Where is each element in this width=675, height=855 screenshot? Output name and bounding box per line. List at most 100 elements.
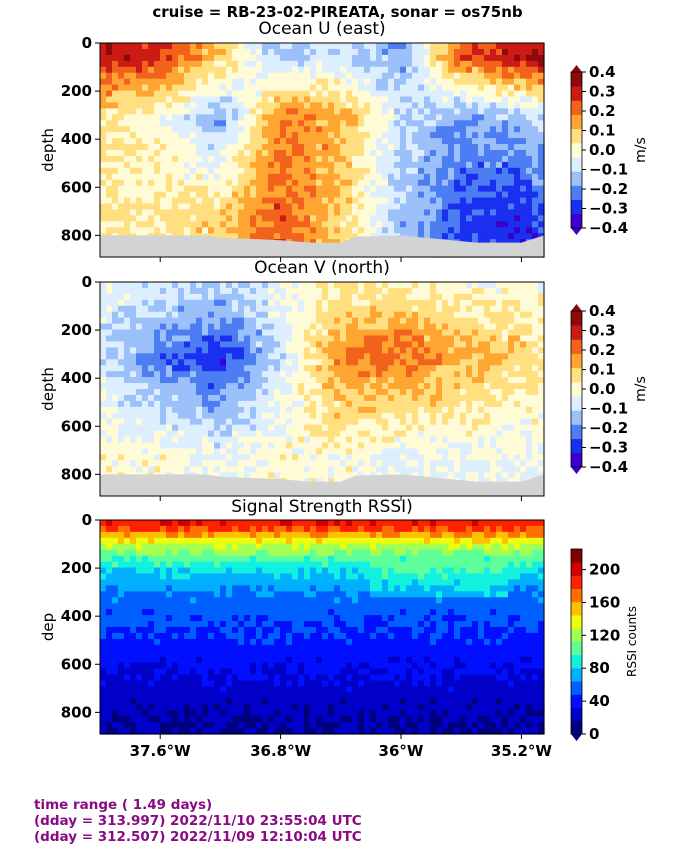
y-axis-label: depth: [39, 128, 57, 172]
footer-line-start: (dday = 312.507) 2022/11/09 12:10:04 UTC: [34, 829, 362, 845]
axes-frame: [99, 42, 545, 258]
colorbar-swatch: [571, 381, 582, 397]
colorbar-tick-label: −0.1: [589, 161, 628, 179]
y-tick-label: 200: [61, 82, 92, 100]
colorbar-tick-label: −0.4: [589, 219, 628, 237]
colorbar-swatch: [571, 575, 582, 590]
colorbar-tick-label: 160: [589, 593, 620, 611]
colorbar-swatch: [571, 396, 582, 411]
y-tick-label: 200: [61, 559, 92, 577]
colorbar-tick-label: 0.3: [589, 322, 616, 340]
colorbar-swatch: [571, 562, 582, 576]
colorbar-swatch: [571, 694, 582, 708]
colorbar-swatch: [571, 311, 582, 326]
colorbar-tick-label: 0.1: [589, 361, 616, 379]
colorbar-swatch: [571, 353, 582, 369]
footer-line-range: time range ( 1.49 days): [34, 797, 213, 813]
colorbar-label: RSSI counts: [625, 606, 639, 677]
colorbar-swatch: [571, 424, 582, 440]
colorbar-swatch: [571, 720, 582, 735]
colorbar-extend-max: [571, 304, 582, 311]
colorbar-swatch: [571, 549, 582, 563]
colorbar-swatch: [571, 114, 582, 130]
colorbar-extend-min: [571, 467, 582, 474]
colorbar-tick-label: 120: [589, 626, 620, 644]
colorbar-swatch: [571, 452, 582, 468]
colorbar-swatch: [571, 367, 582, 383]
y-tick-label: 800: [61, 226, 92, 244]
colorbar-swatch: [571, 681, 582, 695]
y-tick-label: 200: [61, 321, 92, 339]
time-range-footer: time range ( 1.49 days) (dday = 313.997)…: [34, 797, 362, 845]
colorbar-swatch: [571, 339, 582, 354]
colorbar-tick-label: 80: [589, 659, 610, 677]
y-tick-label: 400: [61, 607, 92, 625]
heatmap-cells: [100, 43, 545, 258]
colorbar-tick-label: 0: [589, 725, 599, 743]
colorbar-swatch: [571, 100, 582, 115]
colorbar: 0.4 0.30.2 0.10.0 −0.1−0.2 −0.3−0.4 m/s: [570, 302, 649, 476]
axes-frame: [99, 281, 545, 497]
colorbar-swatch: [571, 601, 582, 616]
colorbar-swatch: [571, 628, 582, 642]
colorbar-swatch: [571, 86, 582, 101]
colorbar-label: m/s: [633, 376, 649, 402]
colorbar-extend-max: [571, 65, 582, 72]
colorbar-extend-min: [571, 734, 582, 741]
colorbar-swatch: [571, 213, 582, 229]
panel-title-v: Ocean V (north): [254, 258, 390, 278]
colorbar-swatch: [571, 157, 582, 172]
colorbar-tick-label: 0.3: [589, 83, 616, 101]
colorbar-tick-label: 0.1: [589, 122, 616, 140]
colorbar-tick-label: 0.4: [589, 302, 616, 320]
panel-title-u: Ocean U (east): [258, 19, 386, 39]
colorbar-swatch: [571, 438, 582, 454]
colorbar-tick-label: 0.0: [589, 380, 616, 398]
panel-title-rssi: Signal Strength RSSI): [231, 497, 413, 517]
y-tick-label: 600: [61, 655, 92, 673]
colorbar-tick-label: −0.1: [589, 400, 628, 418]
colorbar-swatch: [571, 199, 582, 215]
colorbar-swatch: [571, 128, 582, 144]
colorbar-extend-min: [571, 228, 582, 235]
colorbar-tick-label: −0.2: [589, 180, 628, 198]
y-tick-label: 600: [61, 178, 92, 196]
colorbar-tick-label: 0.0: [589, 141, 616, 159]
colorbar: 200 160 120 80 40 0 RSSI counts: [570, 548, 639, 743]
x-tick-label: 35.2°W: [491, 742, 553, 760]
colorbar-swatch: [571, 615, 582, 629]
colorbar-tick-label: −0.4: [589, 458, 628, 476]
colorbar-swatch: [571, 641, 582, 656]
y-axis-label: depth: [39, 367, 57, 411]
colorbar-tick-label: 0.2: [589, 102, 616, 120]
y-tick-label: 400: [61, 369, 92, 387]
colorbar-tick-label: 40: [589, 692, 610, 710]
colorbar-swatch: [571, 171, 582, 186]
colorbar-tick-label: 0.4: [589, 63, 616, 81]
colorbar-swatch: [571, 72, 582, 87]
colorbar-tick-label: 0.2: [589, 341, 616, 359]
colorbar-swatch: [571, 325, 582, 340]
y-tick-label: 800: [61, 703, 92, 721]
y-tick-label: 800: [61, 465, 92, 483]
y-tick-label: 400: [61, 130, 92, 148]
colorbar-swatch: [571, 667, 582, 682]
colorbar-swatch: [571, 142, 582, 158]
colorbar-tick-label: 200: [589, 561, 620, 579]
colorbar-tick-label: −0.3: [589, 200, 628, 218]
colorbar-swatch: [571, 588, 582, 603]
x-tick-label: 36.8°W: [250, 742, 312, 760]
colorbar-tick-label: −0.2: [589, 419, 628, 437]
y-axis-label: dep: [39, 613, 57, 641]
x-tick-label: 36°W: [379, 742, 424, 760]
heatmap-cells: [100, 520, 545, 735]
footer-line-end: (dday = 313.997) 2022/11/10 23:55:04 UTC: [34, 813, 362, 829]
panel-0: 0200400600800depth0.40.30.20.10.0−0.1−0.…: [39, 34, 649, 262]
y-tick-label: 0: [82, 34, 92, 52]
no-data-region: [100, 235, 544, 257]
colorbar-frame: [570, 548, 583, 735]
axes-frame: [99, 519, 545, 735]
colorbar-swatch: [571, 185, 582, 201]
